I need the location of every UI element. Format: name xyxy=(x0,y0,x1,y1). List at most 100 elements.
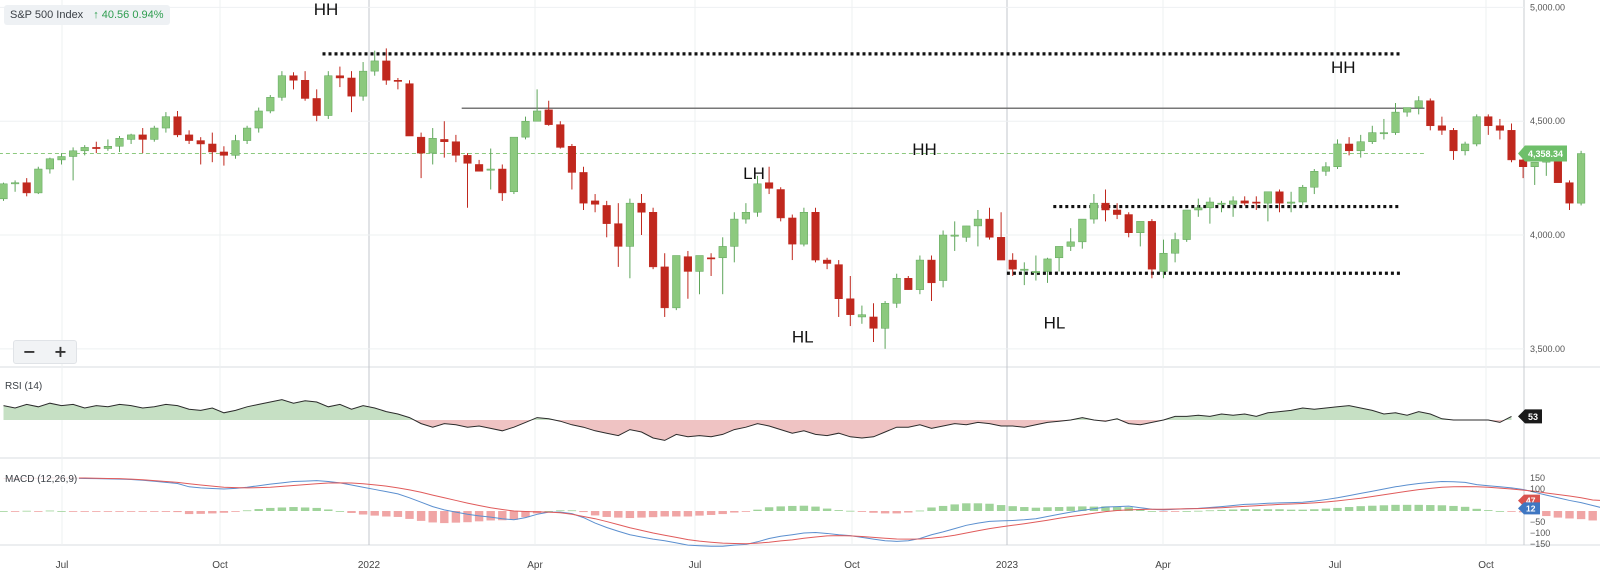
candle-body xyxy=(533,111,541,121)
macd-histogram-bar xyxy=(858,511,866,512)
candle-body xyxy=(23,183,31,193)
macd-histogram-bar xyxy=(684,511,692,517)
candle-body xyxy=(603,205,611,223)
macd-histogram-bar xyxy=(742,511,750,512)
macd-tick-label: 100 xyxy=(1530,484,1545,494)
macd-histogram-bar xyxy=(603,511,611,517)
x-tick-label: 2022 xyxy=(358,560,381,571)
macd-histogram-bar xyxy=(730,511,738,513)
macd-histogram-bar xyxy=(823,509,831,511)
candle-body xyxy=(1334,144,1342,167)
candle-body xyxy=(928,260,936,283)
macd-histogram-bar xyxy=(371,511,379,516)
candle-body xyxy=(777,190,785,218)
macd-histogram-bar xyxy=(846,511,854,512)
macd-histogram-bar xyxy=(1461,507,1469,511)
candle-body xyxy=(58,156,66,159)
up-arrow-icon: ↑ xyxy=(93,9,99,21)
zoom-in-button[interactable]: + xyxy=(45,341,76,363)
macd-histogram-bar xyxy=(11,511,19,512)
macd-histogram-bar xyxy=(1577,511,1585,519)
macd-histogram-bar xyxy=(150,511,158,512)
candle-body xyxy=(185,135,193,141)
macd-histogram-bar xyxy=(405,511,413,519)
candle-body xyxy=(1287,202,1295,203)
macd-histogram-bar xyxy=(81,511,89,512)
candle-body xyxy=(325,76,333,116)
candle-body xyxy=(661,267,669,308)
macd-histogram-bar xyxy=(1171,511,1179,512)
candle-body xyxy=(0,184,7,199)
annotation-label: HL xyxy=(792,328,814,347)
macd-histogram-bar xyxy=(510,511,518,520)
annotation-label: HL xyxy=(1044,313,1066,332)
macd-histogram-bar xyxy=(46,511,54,512)
candle-body xyxy=(1322,167,1330,172)
candle-body xyxy=(1148,221,1156,269)
macd-histogram-bar xyxy=(301,507,309,511)
candle-body xyxy=(243,128,251,141)
candle-body xyxy=(290,76,298,81)
macd-label[interactable]: MACD (12,26,9) xyxy=(3,473,79,486)
macd-histogram-bar xyxy=(893,511,901,513)
candle-body xyxy=(1508,130,1516,160)
candle-body xyxy=(371,61,379,71)
symbol-name: S&P 500 Index xyxy=(10,9,83,21)
candle-body xyxy=(197,141,205,144)
candle-body xyxy=(881,303,889,328)
candle-body xyxy=(638,203,646,212)
y-tick-label: 4,500.00 xyxy=(1530,116,1565,126)
candle-body xyxy=(1021,269,1029,270)
candle-body xyxy=(359,71,367,96)
candle-body xyxy=(591,201,599,204)
candle-body xyxy=(81,147,89,150)
candle-body xyxy=(1032,271,1040,272)
price-change: ↑ 40.56 0.94% xyxy=(93,9,163,21)
candle-body xyxy=(278,76,286,98)
macd-histogram-bar xyxy=(661,511,669,517)
macd-histogram-bar xyxy=(463,511,471,522)
macd-histogram-bar xyxy=(92,511,100,512)
candle-body xyxy=(1473,117,1481,144)
macd-histogram-bar xyxy=(104,511,112,512)
candle-body xyxy=(615,224,623,247)
candle-body xyxy=(127,135,135,140)
rsi-label[interactable]: RSI (14) xyxy=(3,380,44,393)
macd-histogram-bar xyxy=(1229,509,1237,511)
macd-histogram-bar xyxy=(591,511,599,515)
macd-histogram-bar xyxy=(1148,511,1156,512)
macd-histogram-bar xyxy=(939,506,947,511)
macd-histogram-bar xyxy=(487,511,495,520)
candle-body xyxy=(116,138,124,146)
macd-histogram-bar xyxy=(556,510,564,511)
candle-body xyxy=(232,141,240,156)
candle-body xyxy=(649,212,657,267)
candle-body xyxy=(406,84,414,136)
macd-histogram-bar xyxy=(1507,511,1515,512)
macd-histogram-bar xyxy=(1159,511,1167,512)
macd-histogram-bar xyxy=(417,511,425,521)
candle-body xyxy=(1264,192,1272,203)
macd-histogram-bar xyxy=(429,511,437,522)
annotation-label: HH xyxy=(314,0,339,19)
candle-body xyxy=(1531,162,1539,167)
x-tick-label: Jul xyxy=(56,560,69,571)
symbol-header[interactable]: S&P 500 Index ↑ 40.56 0.94% xyxy=(4,5,170,25)
macd-histogram-bar xyxy=(974,503,982,511)
candle-body xyxy=(1485,117,1493,126)
candle-body xyxy=(963,226,971,237)
macd-histogram-bar xyxy=(1403,505,1411,511)
macd-histogram-bar xyxy=(1449,506,1457,511)
candle-body xyxy=(1276,192,1284,203)
candle-body xyxy=(1299,187,1307,202)
candle-body xyxy=(696,256,704,272)
macd-histogram-bar xyxy=(1217,510,1225,511)
zoom-out-button[interactable]: − xyxy=(14,341,45,363)
candle-body xyxy=(1566,183,1574,203)
macd-histogram-bar xyxy=(266,508,274,511)
y-tick-label: 5,000.00 xyxy=(1530,2,1565,12)
macd-histogram-bar xyxy=(1496,511,1504,512)
macd-histogram-bar xyxy=(869,511,877,513)
candle-body xyxy=(11,183,19,184)
